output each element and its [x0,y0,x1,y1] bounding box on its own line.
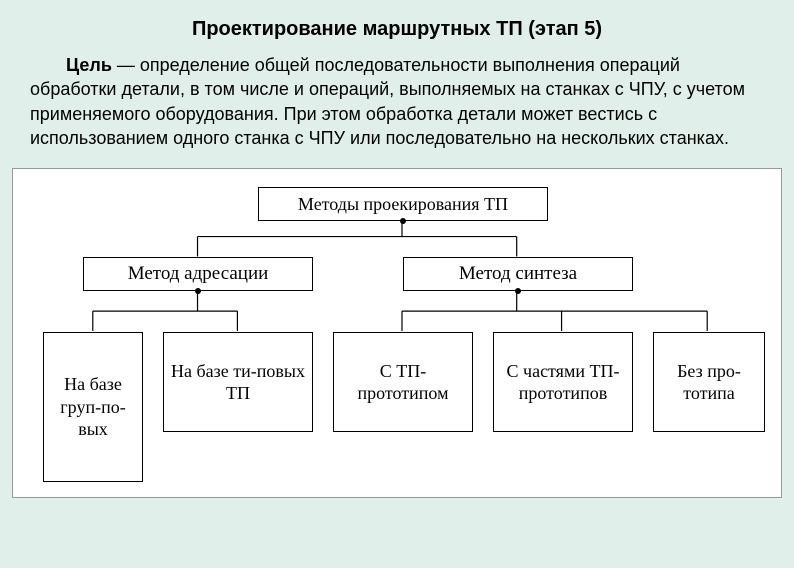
page-title: Проектирование маршрутных ТП (этап 5) [0,0,794,53]
node-leaf4: С частями ТП-прототипов [493,332,633,432]
node-leaf3: С ТП-прототипом [333,332,473,432]
node-leaf5: Без про-тотипа [653,332,765,432]
goal-label: Цель [66,55,112,75]
node-leaf2: На базе ти-повых ТП [163,332,313,432]
diagram-container: Методы проекирования ТП Метод адресации Ме… [12,168,782,498]
goal-text: — определение общей последовательности в… [30,55,745,148]
node-m2: Метод синтеза [403,257,633,291]
node-leaf1: На базе груп-по-вых [43,332,143,482]
goal-paragraph: Цель — определение общей последовательно… [0,53,794,168]
node-m1: Метод адресации [83,257,313,291]
node-root: Методы проекирования ТП [258,187,548,221]
